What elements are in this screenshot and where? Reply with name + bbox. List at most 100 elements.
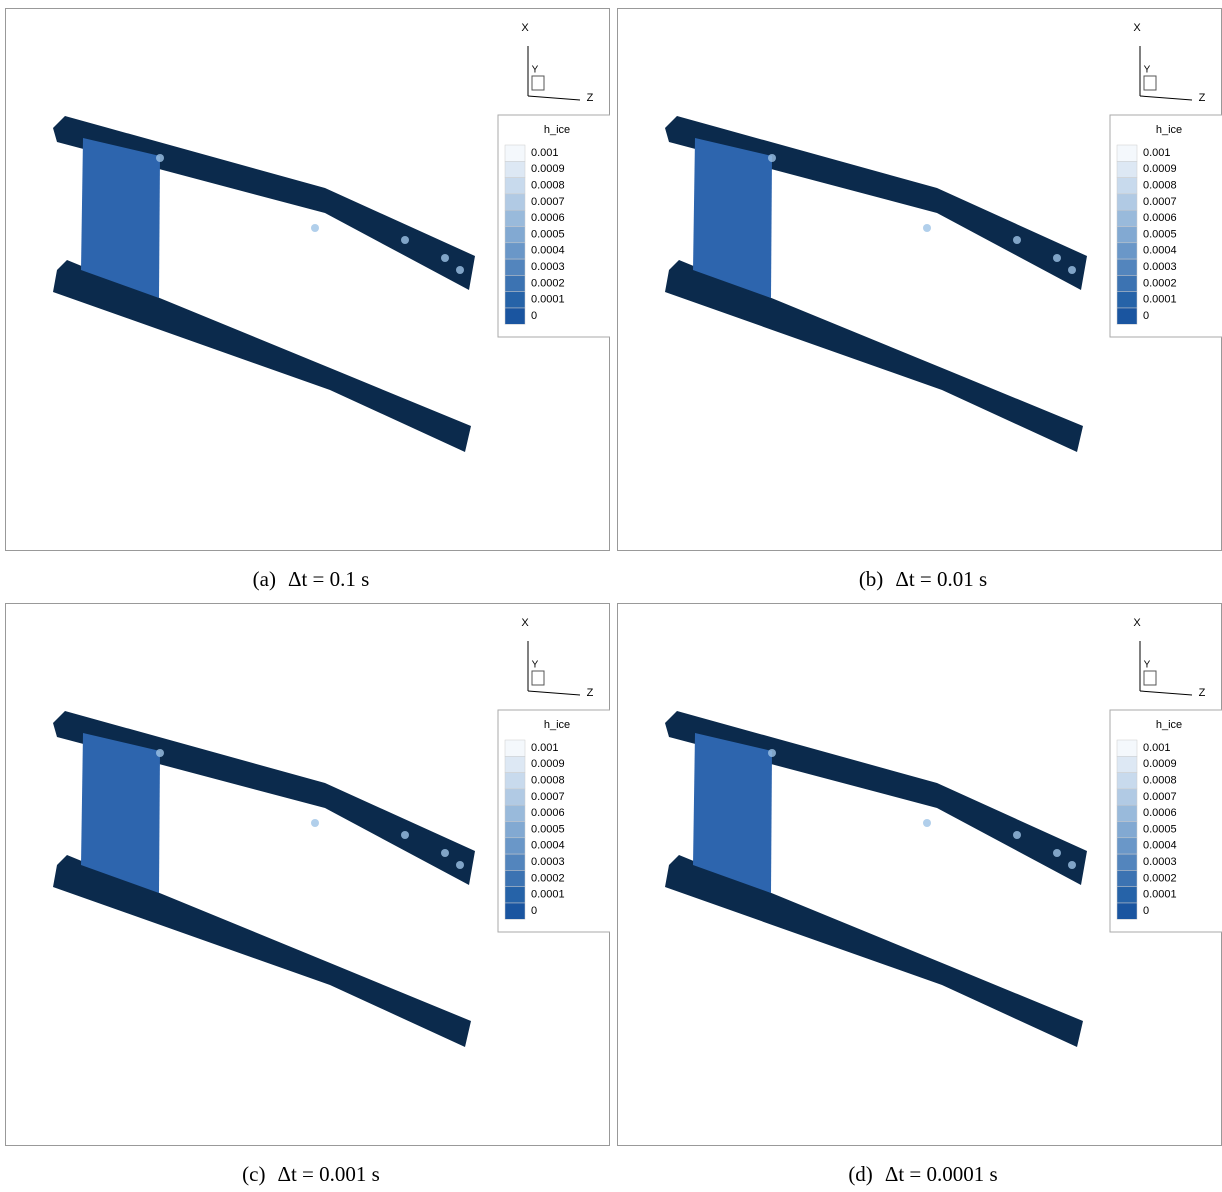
legend-swatch (504, 242, 526, 260)
legend-swatch (1116, 870, 1138, 887)
legend-swatch (504, 788, 526, 806)
plate (693, 733, 772, 893)
axis-label-y: Y (532, 660, 539, 671)
legend-label: 0.0007 (531, 791, 565, 803)
legend-label: 0.0008 (1143, 775, 1177, 787)
legend-label: 0.0002 (531, 277, 565, 289)
legend-swatch (1116, 193, 1138, 211)
ice-spot (768, 749, 776, 757)
ice-spot (311, 819, 319, 827)
legend-label: 0 (531, 905, 537, 917)
legend-swatch (504, 161, 526, 178)
legend-label: 0.0008 (1143, 180, 1177, 192)
axis-label-x: X (1133, 22, 1141, 34)
legend-label: 0.001 (1143, 147, 1171, 159)
legend-swatch (504, 307, 526, 325)
legend-label: 0.001 (531, 742, 559, 754)
legend-swatch (504, 886, 526, 904)
legend-swatch (1116, 307, 1138, 325)
legend-swatch (504, 739, 526, 757)
legend-label: 0.0004 (531, 245, 565, 257)
panel: X Y Zh_ice 0.001 0.0009 0.0008 0.0007 0.0006 0.0… (617, 8, 1222, 551)
legend-swatch (504, 258, 526, 276)
legend-swatch (1116, 258, 1138, 276)
axis-y-box (1143, 75, 1157, 91)
legend-label: 0.0002 (531, 872, 565, 884)
legend-label: 0.0007 (1143, 196, 1177, 208)
axis-z (527, 690, 581, 696)
legend-swatch (504, 193, 526, 211)
axis-label-y: Y (532, 65, 539, 76)
legend-swatch (1116, 756, 1138, 773)
axis-label-z: Z (1199, 92, 1206, 104)
legend-label: 0.0004 (531, 840, 565, 852)
legend-swatch (504, 837, 526, 855)
legend-swatch (1116, 772, 1138, 790)
axis-label-x: X (521, 617, 529, 629)
ice-spot (456, 266, 464, 274)
legend-label: 0.0006 (1143, 807, 1177, 819)
legend-title: h_ice (544, 719, 570, 731)
legend-swatch (1116, 739, 1138, 757)
lower-beam (53, 855, 471, 1047)
legend-label: 0.0008 (531, 180, 565, 192)
plate (81, 138, 160, 298)
legend-swatch (504, 275, 526, 292)
legend-label: 0.0009 (531, 758, 565, 770)
legend-swatch (504, 804, 526, 822)
ice-spot (401, 831, 409, 839)
legend-swatch (504, 226, 526, 244)
legend-swatch (1116, 161, 1138, 178)
legend-swatch (1116, 144, 1138, 162)
lower-beam (665, 855, 1083, 1047)
legend-swatch (1116, 226, 1138, 244)
ice-spot (401, 236, 409, 244)
caption-label: (c) (242, 1162, 266, 1186)
caption: (a) Δt = 0.1 s (5, 567, 617, 592)
axis-z (527, 95, 581, 101)
axis-label-x: X (1133, 617, 1141, 629)
legend-label: 0.0003 (1143, 261, 1177, 273)
legend-swatch (1116, 821, 1138, 839)
axis-y-box (1143, 670, 1157, 686)
legend-label: 0.0009 (1143, 163, 1177, 175)
legend-swatch (504, 177, 526, 195)
legend-label: 0.0009 (1143, 758, 1177, 770)
legend-swatch (1116, 886, 1138, 904)
plate (693, 138, 772, 298)
caption-label: (d) (848, 1162, 873, 1186)
plate (81, 733, 160, 893)
ice-spot (311, 224, 319, 232)
axis-label-z: Z (1199, 687, 1206, 699)
caption-text: Δt = 0.0001 s (884, 1162, 998, 1186)
legend-label: 0.0002 (1143, 277, 1177, 289)
ice-spot (1013, 236, 1021, 244)
lower-beam (665, 260, 1083, 452)
legend-label: 0.0007 (1143, 791, 1177, 803)
ice-spot (156, 749, 164, 757)
ice-spot (768, 154, 776, 162)
legend-label: 0.0005 (1143, 823, 1177, 835)
legend-swatch (1116, 804, 1138, 822)
caption: (d) Δt = 0.0001 s (617, 1162, 1222, 1187)
legend-label: 0.001 (1143, 742, 1171, 754)
legend-label: 0.0001 (1143, 889, 1177, 901)
legend-label: 0.001 (531, 147, 559, 159)
legend-swatch (504, 291, 526, 309)
lower-beam (53, 260, 471, 452)
axis-z (1139, 95, 1193, 101)
caption-label: (b) (858, 567, 884, 591)
legend-label: 0.0005 (531, 823, 565, 835)
legend-label: 0.0006 (531, 807, 565, 819)
legend-swatch (504, 870, 526, 887)
legend-swatch (504, 772, 526, 790)
ice-spot (923, 224, 931, 232)
legend-label: 0 (1143, 905, 1149, 917)
legend-label: 0.0006 (1143, 212, 1177, 224)
legend-label: 0.0001 (531, 889, 565, 901)
legend-label: 0.0007 (531, 196, 565, 208)
legend-label: 0 (1143, 310, 1149, 322)
caption-label: (a) (252, 567, 276, 591)
legend-swatch (504, 853, 526, 871)
